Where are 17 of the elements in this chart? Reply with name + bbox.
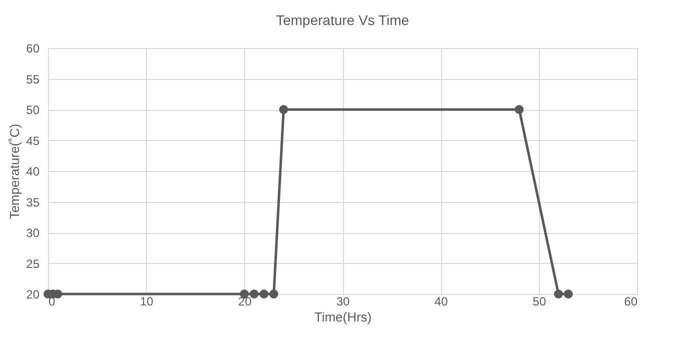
- y-axis-title: Temperature(˚C): [7, 124, 22, 220]
- y-tick-label: 50: [26, 103, 40, 117]
- y-tick-label: 55: [26, 72, 40, 86]
- x-tick-label: 10: [140, 294, 154, 308]
- y-tick-label: 30: [26, 226, 40, 240]
- y-tick-label: 25: [26, 256, 40, 271]
- y-tick-label: 35: [26, 195, 40, 210]
- x-tick-label: 20: [238, 294, 252, 308]
- x-tick-label: 60: [624, 294, 638, 308]
- y-tick-label: 40: [26, 164, 40, 178]
- x-tick-label: 30: [336, 294, 350, 308]
- x-tick-label: 50: [532, 294, 546, 308]
- x-tick-label: 40: [434, 294, 448, 308]
- chart-title: Temperature Vs Time: [276, 12, 410, 28]
- x-axis-title: Time(Hrs): [314, 310, 372, 324]
- y-tick-label: 45: [26, 134, 40, 148]
- y-tick-label: 60: [26, 42, 40, 56]
